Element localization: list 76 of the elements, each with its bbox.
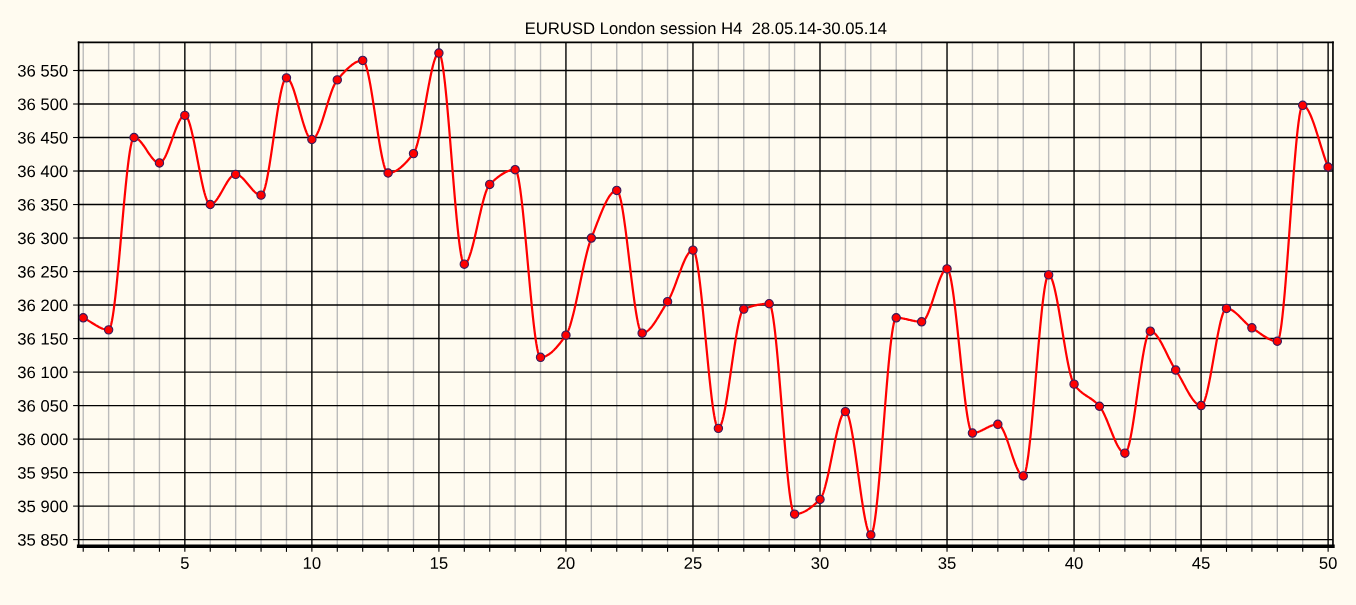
point xyxy=(230,169,241,180)
y-tick-label: 35 850 xyxy=(17,534,68,546)
point xyxy=(764,298,774,309)
x-tick-label: 25 xyxy=(684,557,702,569)
point xyxy=(408,148,419,159)
y-tick-label: 36 050 xyxy=(17,399,68,412)
point xyxy=(332,75,343,85)
point xyxy=(256,190,266,200)
point xyxy=(866,530,876,540)
x-tick-label: 35 xyxy=(938,557,956,569)
y-tick-label: 36 450 xyxy=(17,131,68,144)
point xyxy=(357,55,368,66)
y-tick-label: 36 200 xyxy=(17,299,68,312)
point xyxy=(383,168,393,178)
point xyxy=(1094,401,1105,411)
point xyxy=(993,419,1003,430)
point xyxy=(1272,336,1283,346)
x-tick-label: 15 xyxy=(430,557,448,569)
point xyxy=(1323,162,1333,172)
point xyxy=(1018,471,1028,481)
point xyxy=(205,199,215,210)
point xyxy=(510,164,520,175)
point xyxy=(484,179,495,190)
point xyxy=(1247,323,1257,333)
point xyxy=(103,325,114,335)
y-tick-label: 36 550 xyxy=(17,64,68,77)
y-tick-label: 36 150 xyxy=(17,332,68,345)
point xyxy=(1170,365,1181,375)
point xyxy=(1145,326,1155,336)
point xyxy=(612,185,622,196)
point xyxy=(1043,270,1054,280)
point xyxy=(713,423,724,434)
point xyxy=(637,328,647,338)
point xyxy=(789,509,800,519)
point xyxy=(942,264,952,274)
y-tick-label: 36 400 xyxy=(17,165,68,178)
point xyxy=(840,406,851,417)
point xyxy=(662,296,673,307)
point xyxy=(307,134,317,145)
point xyxy=(535,352,546,363)
y-tick-label: 35 900 xyxy=(17,500,68,513)
point xyxy=(1297,100,1308,111)
x-tick-label: 45 xyxy=(1192,557,1210,569)
x-tick-label: 30 xyxy=(811,557,829,569)
point xyxy=(891,313,901,323)
x-tick-label: 20 xyxy=(557,557,575,569)
point xyxy=(129,132,139,143)
point xyxy=(1069,379,1079,389)
x-tick-label: 5 xyxy=(180,557,189,569)
point xyxy=(916,317,927,327)
point xyxy=(78,313,88,323)
y-tick-label: 36 100 xyxy=(17,366,68,379)
point xyxy=(739,304,749,314)
point xyxy=(434,48,444,58)
point xyxy=(180,110,190,121)
chart-title: EURUSD London session H4 28.05.14-30.05.14 xyxy=(526,21,887,35)
point xyxy=(967,428,978,438)
x-tick-label: 40 xyxy=(1065,557,1083,569)
x-tick-label: 10 xyxy=(303,557,321,569)
point xyxy=(1120,448,1130,458)
point xyxy=(154,158,165,168)
point xyxy=(561,330,571,340)
point xyxy=(1196,400,1206,411)
point xyxy=(1221,303,1232,314)
point xyxy=(815,494,825,505)
point xyxy=(586,233,597,243)
y-tick-label: 36 000 xyxy=(17,433,68,446)
y-tick-label: 36 250 xyxy=(17,265,68,278)
y-tick-label: 36 500 xyxy=(17,98,68,111)
point xyxy=(459,259,470,269)
y-tick-label: 35 950 xyxy=(17,467,68,479)
point xyxy=(281,73,292,83)
point xyxy=(688,245,698,255)
x-tick-label: 50 xyxy=(1319,557,1337,569)
y-tick-label: 36 300 xyxy=(17,232,68,245)
y-tick-label: 36 350 xyxy=(17,198,68,211)
